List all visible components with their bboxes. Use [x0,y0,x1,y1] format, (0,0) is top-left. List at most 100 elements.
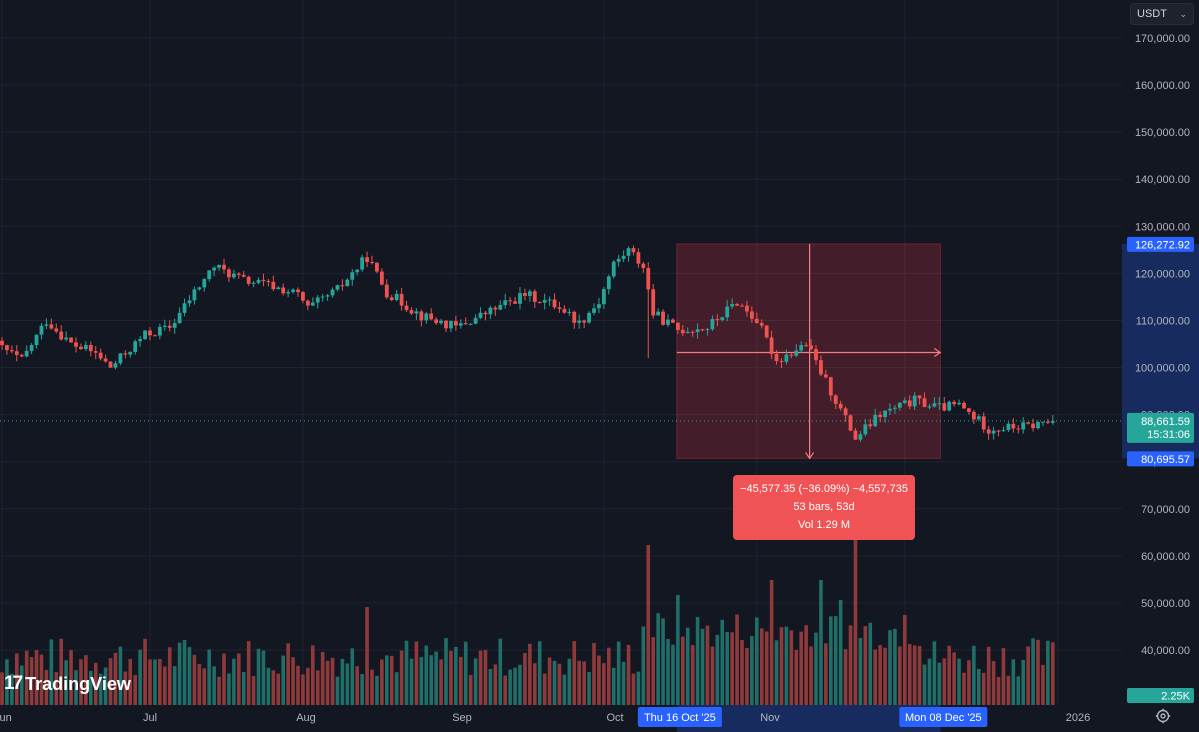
volume-bar [10,673,14,705]
volume-bar [858,638,863,705]
date-tag-end-bg [899,707,988,727]
volume-bar [927,658,932,705]
candle-body [217,264,221,268]
measure-region [676,243,942,460]
price-tag-low: 80,695.57 [1141,454,1190,466]
volume-bar [306,667,310,705]
volume-bar [345,663,350,705]
volume-bar [64,660,68,705]
time-axis[interactable]: JunJulAugSepOctNovDec2026Thu 16 Oct '25M… [0,705,1199,732]
candle-body [458,323,463,326]
volume-bar [54,672,59,705]
candle-body [873,414,878,427]
candle-body [172,323,177,328]
x-tick-label: Aug [296,712,316,724]
volume-bar [607,647,611,705]
candle-body [301,292,305,301]
candle-body [123,353,128,355]
volume-bar [123,671,128,705]
candle-body [49,324,54,329]
candle-body [952,401,957,405]
candle-body [671,319,675,323]
candle-body [103,358,108,362]
volume-bar [547,657,552,705]
volume-bar [1001,648,1006,705]
volume-bar [241,671,246,705]
candle-body [794,350,799,356]
candle-body [59,331,64,340]
volume-bar [602,663,606,705]
candle-body [291,289,295,293]
price-axis[interactable]: 170,000.00 160,000.00 150,000.00 140,000.00… [1122,0,1199,705]
volume-bar [542,673,547,705]
candle-body [251,282,256,284]
volume-bar [843,649,848,705]
volume-bar [478,650,483,705]
volume-bar [360,673,364,705]
candle-body [399,293,404,306]
y-tick-label: 120,000.00 [1135,268,1190,280]
candle-body [315,297,320,303]
volume-bar [281,655,285,705]
price-axis-bg [1122,0,1199,705]
candle-body [325,295,330,297]
candle-body [661,311,665,325]
volume-bar [991,661,996,705]
volume-bar [779,627,784,705]
volume-bar [695,616,700,705]
candle-body [14,351,19,355]
volume-bar [1036,639,1040,705]
candle-body [725,306,730,318]
candle-body [281,287,286,294]
currency-selector[interactable]: USDT ⌄ [1130,3,1194,25]
volume-bar [597,655,601,705]
volume-bar [952,652,956,705]
volume-bar [434,651,438,705]
volume-bar [893,628,897,705]
candle-body [44,324,49,326]
candle-body [971,411,976,420]
volume-bar [848,625,853,705]
volume-bar [533,663,537,705]
volume-bar [202,668,207,705]
candle-body [942,403,947,411]
volume-bar [631,673,636,705]
volume-bar [375,675,379,705]
candle-body [1011,423,1016,429]
candle-body [745,305,749,312]
volume-bar [315,670,320,705]
volume-bar [838,600,843,705]
volume-bar [774,640,779,705]
candle-body [557,307,562,309]
candle-body [715,319,720,321]
volume-bar [922,664,927,705]
gear-icon[interactable] [1155,708,1171,724]
candle-body [231,273,236,278]
volume-bar [1026,646,1030,705]
candle-body [868,424,873,427]
volume-bar [291,657,295,705]
volume-bar [222,653,226,705]
candle-body [547,299,552,301]
candle-body [567,311,572,313]
volume-bar [177,642,182,705]
candle-body [1045,421,1050,423]
arrow-down-icon [805,452,815,460]
tradingview-logo[interactable]: 17 TradingView [4,673,131,695]
price-tag-high: 126,272.92 [1135,239,1190,251]
volume-tag-bg [1127,688,1194,703]
volume-bar [912,645,917,705]
volume-bar [759,628,764,705]
volume-bar [710,646,715,705]
candle-body [883,410,887,418]
candle-body [167,325,172,328]
candles [0,245,1055,442]
candle-body [962,402,966,409]
volume-bar [1041,664,1045,705]
candle-body [666,319,670,325]
volume-bar [567,658,572,705]
candle-body [552,299,557,308]
volume-bar [996,676,1001,705]
measure-line1: −45,577.35 (−36.09%) −4,557,735 [740,483,908,495]
